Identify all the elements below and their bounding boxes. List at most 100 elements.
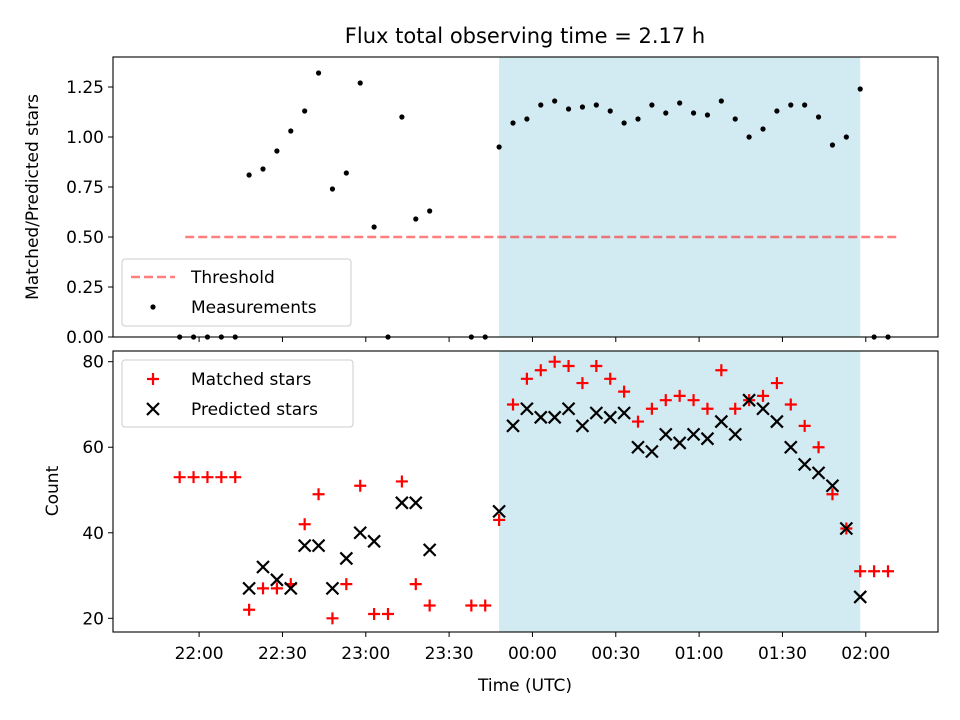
predicted-stars-point [631,440,645,455]
predicted-stars-point [603,410,617,425]
predicted-stars-point [395,496,409,510]
measurement-point [829,142,836,148]
matched-stars-point [798,419,811,432]
matched-stars-point [562,359,575,372]
top-legend-threshold-label: Threshold [190,268,275,288]
y-tick-label: 60 [82,438,104,458]
predicted-stars-point [492,504,506,519]
measurement-point [746,134,752,140]
predicted-stars-point [311,538,326,553]
bottom-legend-predicted-swatch [146,402,160,416]
matched-stars-point [270,582,283,595]
measurement-point [565,106,572,112]
top-legend-box [121,258,352,327]
top-panel-x-axis [198,337,867,342]
top-panel: 0.00 0.25 0.50 0.75 1.00 1.25 Matched/Predict… [23,56,939,348]
matched-stars-point [673,389,686,402]
matched-stars-point [576,377,589,390]
top-panel-y-label: Matched/Predicted stars [23,94,43,300]
predicted-stars-point [561,401,576,416]
top-panel-marks [177,70,900,340]
measurement-point [732,116,738,122]
y-tick-label: 40 [82,524,104,544]
predicted-stars-point [825,478,840,493]
matched-stars-point [520,372,533,385]
predicted-stars-point [589,406,604,420]
measurement-point [274,148,280,154]
x-tick-label: 01:30 [758,644,807,664]
top-panel-y-axis: 0.00 0.25 0.50 0.75 1.00 1.25 [66,78,113,348]
bottom-legend: Matched stars Predicted stars [121,359,354,428]
matched-stars-point [618,385,631,398]
measurement-point [371,224,377,230]
matched-stars-point [243,603,256,616]
matched-stars-point [465,599,478,612]
top-legend: Threshold Measurements [121,258,352,327]
matched-stars-point [493,513,506,526]
matched-stars-point [479,599,492,612]
y-tick-label: 0.75 [66,178,104,198]
measurement-point [802,102,808,108]
measurement-point [607,108,613,114]
predicted-stars-point [284,581,298,596]
predicted-stars-point [686,427,701,442]
predicted-stars-point [784,440,798,455]
y-tick-label: 1.00 [66,128,104,148]
bottom-panel-y-axis: 20 40 60 80 [82,353,113,629]
matched-stars-point [784,398,797,411]
predicted-stars-point [339,551,354,566]
top-panel-frame [112,56,939,338]
measurement-point [510,120,516,126]
predicted-stars-point [547,410,562,425]
bottom-legend-box [121,359,354,428]
y-tick-label: 0.00 [66,328,104,348]
predicted-stars-point [506,419,520,433]
matched-stars-point [257,582,269,595]
measurement-point [843,134,849,140]
matched-stars-point [312,488,325,501]
matched-stars-point [826,488,839,501]
matched-stars-point [395,475,408,488]
x-tick-label: 22:00 [175,644,224,664]
matched-stars-point [340,578,353,591]
predicted-stars-point [742,393,756,407]
matched-stars-point [173,471,186,484]
x-tick-label: 02:00 [841,644,890,664]
measurement-point [315,70,322,76]
matched-stars-point [729,402,742,415]
measurement-point [649,102,655,108]
matched-stars-point [423,599,436,612]
predicted-stars-point [422,543,437,557]
matched-stars-point [701,402,714,415]
predicted-stars-point [575,419,590,433]
predicted-stars-point [797,457,812,472]
x-tick-label: 00:00 [508,644,557,664]
measurement-point [524,116,530,122]
measurement-point [718,98,724,104]
matched-stars-point [298,518,311,531]
bottom-panel-y-label: Count [43,465,63,516]
predicted-stars-point [242,581,256,596]
matched-stars-point [409,578,422,591]
measurement-point [704,112,711,118]
predicted-stars-point [811,466,826,480]
x-tick-label: 23:30 [425,644,474,664]
measurement-point [621,120,627,126]
predicted-stars-point [839,521,854,536]
measurement-point [857,86,863,92]
predicted-stars-point [617,406,631,420]
measurement-point [302,108,308,114]
matched-stars-point [368,608,381,621]
bottom-panel-x-axis: 22:00 22:30 23:00 23:30 00:00 00:30 01:00 01:30… [175,632,890,664]
measurement-point [288,128,294,134]
matched-stars-point [548,355,561,368]
measurement-point [663,110,669,116]
y-tick-label: 80 [82,353,104,373]
y-tick-label: 20 [82,609,104,629]
predicted-stars-point [297,538,312,553]
chart-title: Flux total observing time = 2.17 h [345,24,705,48]
measurement-point [677,100,683,106]
measurement-point [635,116,641,122]
y-tick-label: 0.50 [66,228,104,248]
matched-stars-point [590,359,603,372]
